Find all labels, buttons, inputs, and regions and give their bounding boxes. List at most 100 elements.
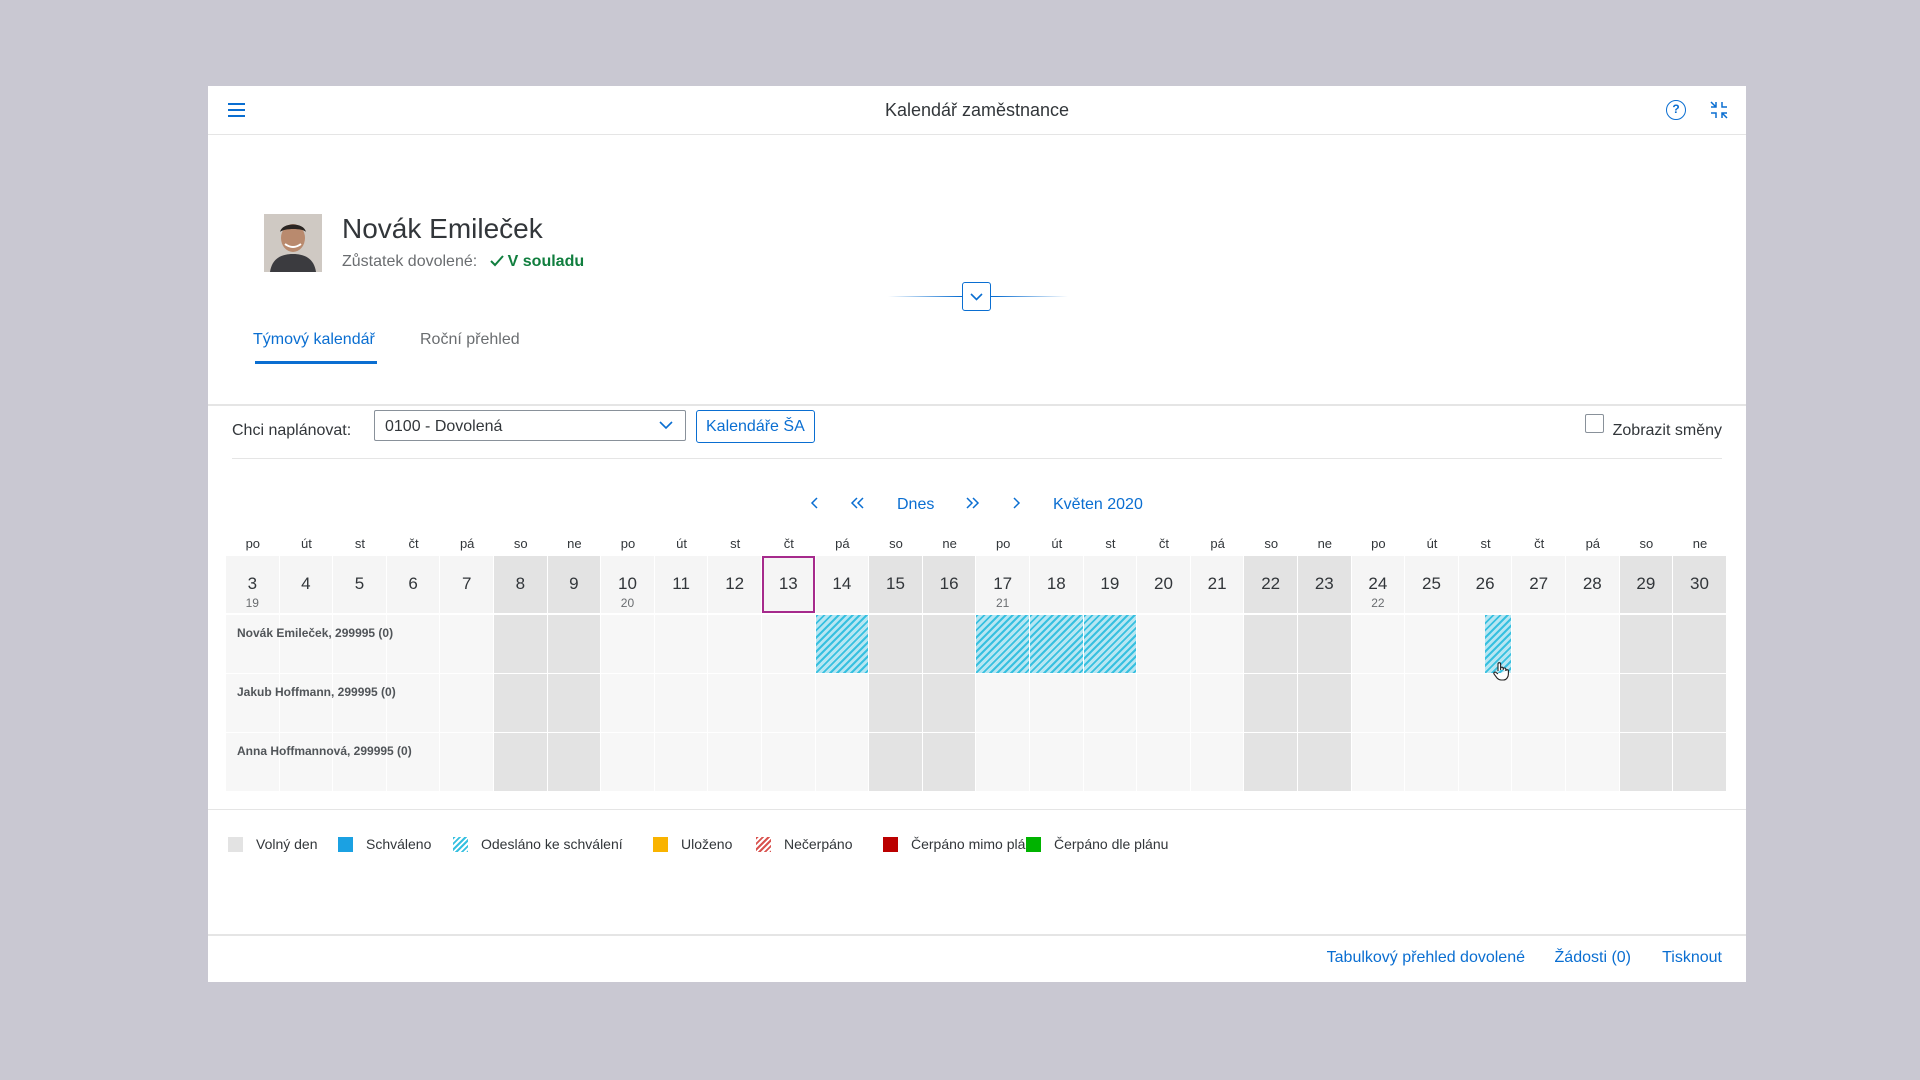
- day-cell[interactable]: [226, 615, 279, 673]
- day-cell[interactable]: [1619, 615, 1673, 673]
- date-cell[interactable]: 18: [1030, 556, 1083, 613]
- day-cell[interactable]: [1137, 733, 1190, 791]
- day-cell[interactable]: [1351, 615, 1405, 673]
- day-cell[interactable]: [1137, 674, 1190, 732]
- day-cell[interactable]: [547, 674, 601, 732]
- day-cell[interactable]: [279, 615, 333, 673]
- day-cell[interactable]: [1244, 615, 1297, 673]
- day-cell[interactable]: [1298, 733, 1351, 791]
- date-cell[interactable]: 21: [1190, 556, 1244, 613]
- date-cell[interactable]: 12: [708, 556, 761, 613]
- today-button[interactable]: Dnes: [897, 496, 935, 513]
- day-cell[interactable]: [1083, 733, 1137, 791]
- day-cell[interactable]: [1566, 674, 1619, 732]
- day-cell[interactable]: [708, 615, 761, 673]
- day-cell[interactable]: [976, 674, 1029, 732]
- date-cell-today[interactable]: 13: [762, 556, 815, 613]
- day-cell[interactable]: [226, 674, 279, 732]
- day-cell[interactable]: [279, 674, 333, 732]
- day-cell[interactable]: [547, 615, 601, 673]
- date-cell[interactable]: 14: [815, 556, 869, 613]
- day-cell[interactable]: [976, 733, 1029, 791]
- day-cell[interactable]: [922, 674, 976, 732]
- table-overview-button[interactable]: Tabulkový přehled dovolené: [1326, 949, 1525, 966]
- double-chevron-right-icon[interactable]: [964, 496, 980, 515]
- date-cell[interactable]: 7: [440, 556, 493, 613]
- absence-submitted[interactable]: [976, 615, 1029, 673]
- absence-submitted[interactable]: [1030, 615, 1083, 673]
- day-cell[interactable]: [226, 733, 279, 791]
- day-cell[interactable]: [708, 733, 761, 791]
- day-cell[interactable]: [386, 615, 440, 673]
- day-cell[interactable]: [1351, 733, 1405, 791]
- day-cell[interactable]: [1030, 674, 1083, 732]
- date-cell[interactable]: 23: [1298, 556, 1351, 613]
- date-cell[interactable]: 10 20: [601, 556, 654, 613]
- day-cell[interactable]: [386, 674, 440, 732]
- day-cell[interactable]: [1673, 615, 1726, 673]
- day-cell[interactable]: [1244, 733, 1297, 791]
- date-cell[interactable]: 24 22: [1351, 556, 1405, 613]
- day-cell[interactable]: [333, 615, 386, 673]
- day-cell[interactable]: [1512, 674, 1565, 732]
- absence-submitted[interactable]: [1083, 615, 1137, 673]
- day-cell[interactable]: [922, 733, 976, 791]
- day-cell[interactable]: [869, 733, 922, 791]
- calendars-button[interactable]: Kalendáře ŠA: [696, 410, 815, 443]
- day-cell[interactable]: [869, 674, 922, 732]
- employee-row-label[interactable]: Jakub Hoffmann, 299995 (0): [237, 685, 396, 699]
- date-cell[interactable]: 3 19: [226, 556, 279, 613]
- day-cell[interactable]: [1566, 733, 1619, 791]
- day-cell[interactable]: [1298, 615, 1351, 673]
- employee-row-label[interactable]: Novák Emileček, 299995 (0): [237, 626, 394, 640]
- absence-submitted[interactable]: [815, 615, 869, 673]
- date-cell[interactable]: 11: [654, 556, 708, 613]
- date-cell[interactable]: 30: [1673, 556, 1726, 613]
- show-shifts-checkbox[interactable]: [1585, 414, 1604, 433]
- day-cell[interactable]: [1512, 615, 1565, 673]
- date-cell[interactable]: 5: [333, 556, 386, 613]
- day-cell[interactable]: [654, 615, 708, 673]
- exit-fullscreen-icon[interactable]: [1709, 100, 1729, 120]
- month-picker[interactable]: Květen 2020: [1053, 496, 1143, 513]
- day-cell[interactable]: [1405, 733, 1458, 791]
- day-cell[interactable]: [494, 733, 547, 791]
- day-cell[interactable]: [654, 674, 708, 732]
- day-cell[interactable]: [440, 733, 493, 791]
- day-cell[interactable]: [815, 733, 869, 791]
- day-cell[interactable]: [601, 615, 654, 673]
- date-cell[interactable]: 16: [922, 556, 976, 613]
- day-cell[interactable]: [1405, 674, 1458, 732]
- date-cell[interactable]: 19: [1083, 556, 1137, 613]
- menu-icon[interactable]: [228, 103, 245, 117]
- day-cell[interactable]: [762, 615, 815, 673]
- day-cell[interactable]: [1083, 674, 1137, 732]
- day-cell[interactable]: [440, 674, 493, 732]
- day-cell[interactable]: [279, 733, 333, 791]
- day-cell[interactable]: [1673, 674, 1726, 732]
- day-cell[interactable]: [1458, 674, 1512, 732]
- day-cell[interactable]: [1137, 615, 1190, 673]
- day-cell[interactable]: [1405, 615, 1458, 673]
- day-cell[interactable]: [1298, 674, 1351, 732]
- collapse-header-button[interactable]: [962, 282, 991, 311]
- day-cell[interactable]: [654, 733, 708, 791]
- employee-row-label[interactable]: Anna Hoffmannová, 299995 (0): [237, 744, 412, 758]
- day-cell[interactable]: [440, 615, 493, 673]
- day-cell[interactable]: [1190, 674, 1244, 732]
- date-cell[interactable]: 29: [1619, 556, 1673, 613]
- day-cell[interactable]: [1512, 733, 1565, 791]
- print-button[interactable]: Tisknout: [1662, 949, 1722, 966]
- date-cell[interactable]: 9: [547, 556, 601, 613]
- day-cell[interactable]: [547, 733, 601, 791]
- day-cell[interactable]: [1458, 733, 1512, 791]
- day-cell[interactable]: [601, 674, 654, 732]
- date-cell[interactable]: 22: [1244, 556, 1297, 613]
- day-cell[interactable]: [1673, 733, 1726, 791]
- day-cell[interactable]: [1190, 615, 1244, 673]
- absence-type-select[interactable]: 0100 - Dovolená: [374, 410, 686, 441]
- double-chevron-left-icon[interactable]: [850, 496, 866, 515]
- day-cell[interactable]: [1244, 674, 1297, 732]
- day-cell[interactable]: [1566, 615, 1619, 673]
- date-cell[interactable]: 6: [386, 556, 440, 613]
